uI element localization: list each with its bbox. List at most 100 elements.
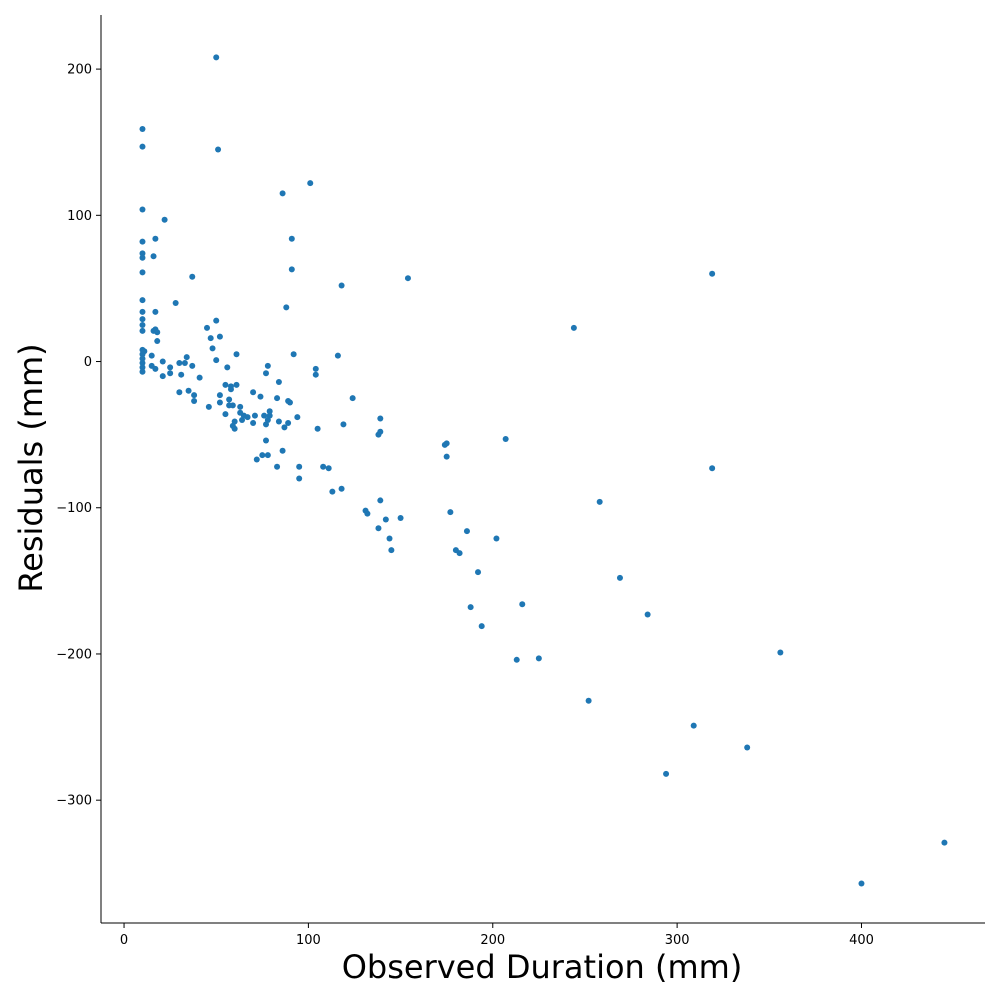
y-tick-label: 100: [67, 209, 92, 224]
data-point: [281, 424, 288, 431]
data-point: [209, 345, 216, 352]
data-point: [154, 338, 161, 345]
y-tick-label: 0: [84, 355, 92, 370]
data-point: [176, 359, 183, 366]
data-point: [176, 389, 183, 396]
data-point: [502, 436, 509, 443]
data-point: [226, 396, 233, 403]
data-point: [264, 452, 271, 459]
data-point: [275, 418, 282, 425]
data-point: [139, 254, 146, 261]
data-point: [744, 744, 751, 751]
y-axis-ticks: −300 −200 −100 0 100 200: [56, 63, 101, 809]
data-point: [213, 54, 220, 61]
data-point: [364, 510, 371, 517]
data-point: [288, 266, 295, 273]
data-point: [222, 411, 229, 418]
data-point: [215, 146, 222, 153]
data-point: [139, 269, 146, 276]
data-point: [261, 412, 268, 419]
data-point: [274, 463, 281, 470]
data-point: [185, 387, 192, 394]
y-axis-title: Residuals (mm): [12, 343, 50, 592]
data-point: [443, 440, 450, 447]
data-point: [340, 421, 347, 428]
data-point: [456, 550, 463, 557]
data-point: [159, 358, 166, 365]
data-point: [253, 456, 260, 463]
data-point: [279, 190, 286, 197]
data-point: [404, 275, 411, 282]
data-point: [148, 352, 155, 359]
x-axis-title: Observed Duration (mm): [342, 948, 743, 986]
data-point: [777, 649, 784, 656]
data-point: [283, 304, 290, 311]
data-point: [189, 362, 196, 369]
data-point: [296, 475, 303, 482]
data-point: [570, 324, 577, 331]
data-point: [463, 528, 470, 535]
data-point: [858, 880, 865, 887]
data-point: [196, 374, 203, 381]
data-point: [377, 428, 384, 435]
data-point: [139, 321, 146, 328]
data-point: [596, 498, 603, 505]
data-point: [312, 365, 319, 372]
data-point: [139, 297, 146, 304]
data-point: [941, 839, 948, 846]
data-point: [237, 403, 244, 410]
data-point: [150, 253, 157, 260]
data-point: [386, 535, 393, 542]
data-point: [167, 364, 174, 371]
data-point: [493, 535, 500, 542]
data-point: [467, 604, 474, 611]
data-point: [139, 368, 146, 375]
data-point: [183, 354, 190, 361]
data-point: [274, 395, 281, 402]
data-point: [139, 308, 146, 315]
data-point: [216, 333, 223, 340]
data-point: [154, 329, 161, 336]
data-point: [329, 488, 336, 495]
data-point: [257, 393, 264, 400]
data-point: [585, 697, 592, 704]
data-point: [152, 365, 159, 372]
data-point: [216, 392, 223, 399]
data-point: [161, 216, 168, 223]
data-point: [616, 574, 623, 581]
data-point: [709, 270, 716, 277]
data-point: [139, 364, 146, 371]
data-point: [275, 379, 282, 386]
data-point: [231, 425, 238, 432]
x-tick-label: 200: [480, 933, 505, 948]
x-tick-label: 100: [296, 933, 321, 948]
data-point: [229, 402, 236, 409]
data-point: [250, 419, 257, 426]
data-point: [181, 359, 188, 366]
data-point: [312, 371, 319, 378]
data-point: [690, 722, 697, 729]
data-point: [443, 453, 450, 460]
data-point: [663, 770, 670, 777]
data-point: [189, 273, 196, 280]
data-point: [231, 418, 238, 425]
data-point: [152, 235, 159, 242]
data-point: [349, 395, 356, 402]
y-tick-label: −300: [56, 794, 92, 809]
x-tick-label: 300: [665, 933, 690, 948]
data-point: [204, 324, 211, 331]
data-point: [377, 497, 384, 504]
data-point: [338, 282, 345, 289]
data-point: [519, 601, 526, 608]
data-point: [397, 514, 404, 521]
data-point: [167, 370, 174, 377]
data-point: [296, 463, 303, 470]
data-point: [216, 399, 223, 406]
data-point: [251, 412, 258, 419]
data-point: [152, 308, 159, 315]
data-point: [377, 415, 384, 422]
data-point: [172, 300, 179, 307]
data-point: [233, 351, 240, 358]
data-point: [294, 414, 301, 421]
